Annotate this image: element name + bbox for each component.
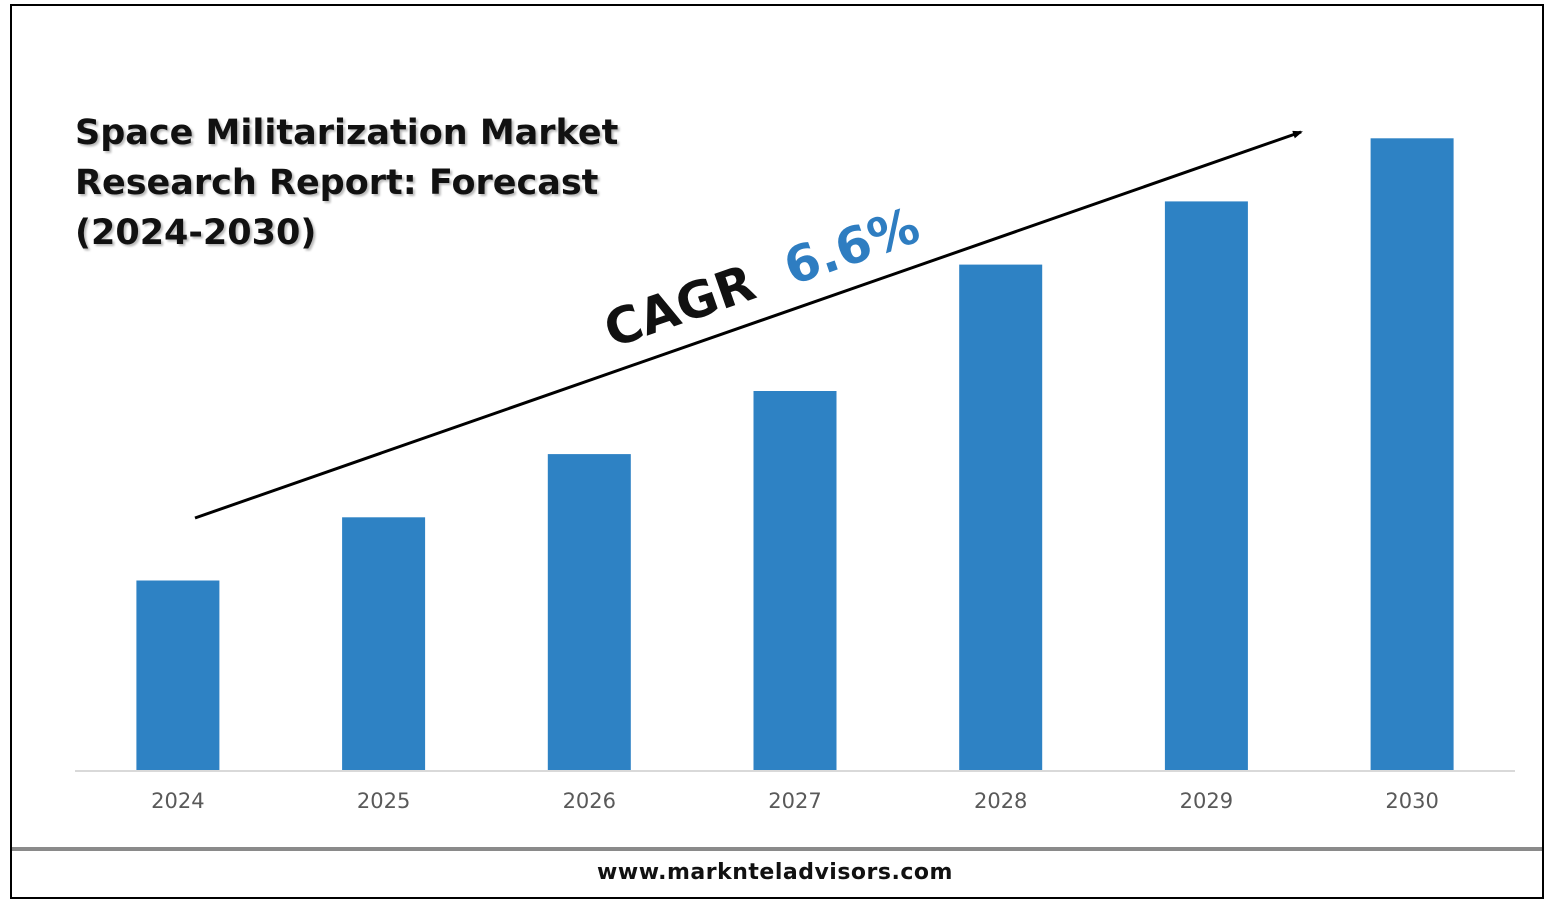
x-tick-label-2027: 2027: [768, 789, 821, 813]
cagr-annotation: CAGR 6.6%: [597, 196, 927, 359]
bar-2024: [136, 580, 220, 770]
bar-2027: [753, 391, 837, 770]
x-tick-labels: 2024 2025 2026 2027 2028 2029 2030: [151, 789, 1439, 813]
x-tick-label-2029: 2029: [1180, 789, 1233, 813]
chart-title: Space Militarization Market Research Rep…: [75, 113, 619, 253]
x-tick-label-2025: 2025: [357, 789, 410, 813]
footer-divider: [12, 847, 1542, 851]
cagr-label: CAGR: [597, 254, 762, 360]
bar-2026: [547, 454, 631, 770]
bar-2025: [342, 517, 426, 770]
x-tick-label-2026: 2026: [563, 789, 616, 813]
footer-url: www.marknteladvisors.com: [597, 860, 953, 885]
cagr-value: 6.6%: [777, 196, 927, 296]
trend-arrow: [194, 130, 1303, 520]
bars-group: [136, 138, 1454, 771]
x-tick-label-2024: 2024: [151, 789, 204, 813]
x-tick-label-2030: 2030: [1385, 789, 1438, 813]
bar-2029: [1164, 201, 1248, 770]
bar-2028: [959, 264, 1043, 770]
bar-2030: [1370, 138, 1454, 771]
x-tick-label-2028: 2028: [974, 789, 1027, 813]
